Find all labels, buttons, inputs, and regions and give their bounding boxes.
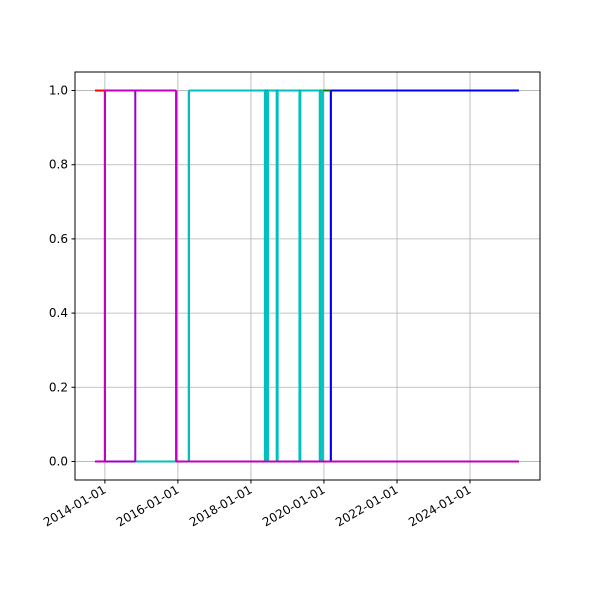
y-tick-label: 0.8: [49, 158, 68, 172]
y-tick-label: 1.0: [49, 84, 68, 98]
lines: [94, 89, 519, 463]
plot-area: [75, 72, 540, 480]
y-tick-label: 0.0: [49, 454, 68, 468]
x-tick-label: 2022-01-01: [333, 482, 400, 529]
x-tick-label: 2014-01-01: [41, 482, 108, 529]
grid: [75, 72, 540, 480]
x-tick-label: 2018-01-01: [187, 482, 254, 529]
axes-frame: [74, 71, 541, 481]
x-tick-label: 2024-01-01: [406, 482, 473, 529]
y-tick-label: 0.6: [49, 232, 68, 246]
y-tick-label: 0.4: [49, 306, 68, 320]
y-tick-label: 0.2: [49, 380, 68, 394]
x-tick-label: 2020-01-01: [260, 482, 327, 529]
x-tick-label: 2016-01-01: [114, 482, 181, 529]
